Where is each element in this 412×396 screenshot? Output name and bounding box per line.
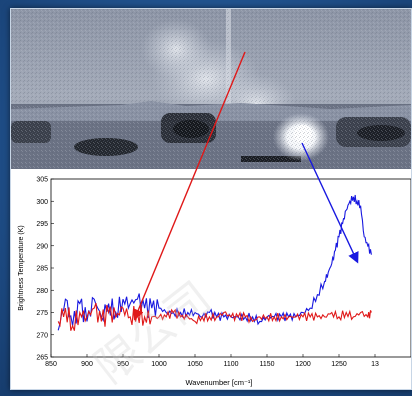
x-tick-label: 1100 xyxy=(223,361,238,368)
thermal-image xyxy=(11,9,411,169)
y-tick-label: 290 xyxy=(36,243,48,250)
y-tick-label: 270 xyxy=(36,332,48,339)
x-tick-label: 1150 xyxy=(259,361,274,368)
y-tick-label: 265 xyxy=(36,355,48,362)
y-axis-ticks: 265 270 275 280 285 290 295 300 305 xyxy=(36,177,54,362)
y-tick-label: 275 xyxy=(36,310,48,317)
x-tick-label: 850 xyxy=(45,361,57,368)
y-tick-label: 295 xyxy=(36,221,48,228)
figure-panel: 265 270 275 280 285 290 295 300 305 850 900 950 100… xyxy=(10,8,412,390)
y-tick-label: 305 xyxy=(36,177,48,184)
y-tick-label: 280 xyxy=(36,288,48,295)
x-axis-label: Wavenumber [cm⁻¹] xyxy=(185,378,252,387)
y-axis-label: Brightness Temperature (K) xyxy=(18,225,25,310)
x-tick-label: 900 xyxy=(81,361,93,368)
spectrum-chart: 265 270 275 280 285 290 295 300 305 850 900 950 100… xyxy=(11,171,411,389)
x-tick-label: 13 xyxy=(371,361,379,368)
y-tick-label: 285 xyxy=(36,266,48,273)
x-tick-label: 1250 xyxy=(331,361,347,368)
x-tick-label: 1200 xyxy=(295,361,311,368)
x-axis-ticks: 850 900 950 1000 1050 1100 1150 1200 1250 13 xyxy=(45,354,379,368)
x-tick-label: 1000 xyxy=(151,361,167,368)
x-tick-label: 950 xyxy=(117,361,129,368)
plot-area xyxy=(50,178,411,358)
y-tick-label: 300 xyxy=(36,199,48,206)
x-tick-label: 1050 xyxy=(187,361,203,368)
